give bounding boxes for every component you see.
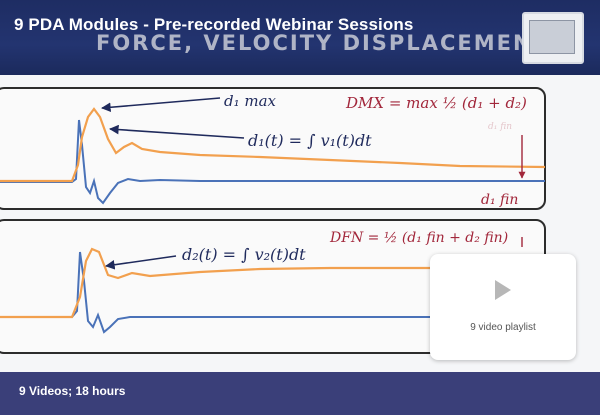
course-summary: 9 Videos; 18 hours xyxy=(19,384,126,398)
play-icon[interactable] xyxy=(495,280,511,300)
faint-label: d₁ fin xyxy=(488,122,513,132)
footer-bar: 9 Videos; 18 hours xyxy=(0,372,600,415)
equation-dfn: DFN = ½ (d₁ fin + d₂ fin) xyxy=(330,230,509,246)
equation-d1: d₁(t) = ∫ v₁(t)dt xyxy=(248,131,372,150)
velocity-trace-2 xyxy=(0,251,430,334)
slide-plot xyxy=(0,97,546,334)
course-thumbnail xyxy=(522,12,584,64)
playlist-label: 9 video playlist xyxy=(470,322,536,333)
thumbnail-screen xyxy=(529,20,575,54)
label-d1-fin: d₁ fin xyxy=(481,192,519,208)
equation-dmx: DMX = max ½ (d₁ + d₂) xyxy=(346,94,527,112)
arrow-d2t xyxy=(105,255,177,270)
header-banner: 9 PDA Modules - Pre-recorded Webinar Ses… xyxy=(0,0,600,75)
velocity-trace-1 xyxy=(0,119,545,205)
slide-heading: FORCE, VELOCITY DISPLACEMENT xyxy=(96,31,549,55)
page-title: 9 PDA Modules - Pre-recorded Webinar Ses… xyxy=(14,15,414,34)
arrow-d1t xyxy=(109,124,245,139)
displacement-trace-1 xyxy=(0,107,546,183)
displacement-trace-2 xyxy=(0,247,430,319)
playlist-card[interactable]: 9 video playlist xyxy=(430,254,576,360)
arrow-d1max xyxy=(101,97,221,113)
label-d1-max: d₁ max xyxy=(224,92,277,110)
equation-d2: d₂(t) = ∫ v₂(t)dt xyxy=(182,245,306,264)
